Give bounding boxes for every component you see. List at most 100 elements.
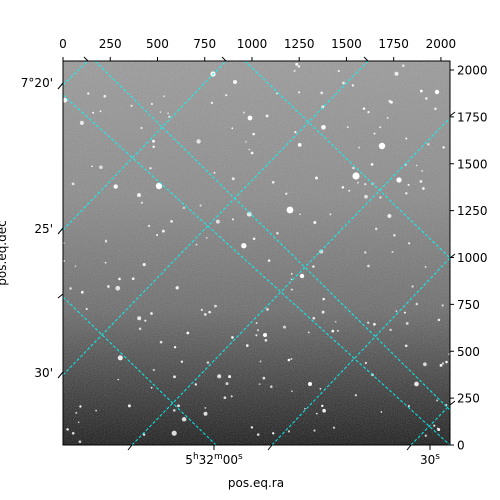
star: [441, 304, 444, 307]
star: [71, 431, 75, 435]
star: [290, 278, 293, 281]
star: [312, 316, 316, 320]
grid-line: [410, 404, 450, 445]
top-tick-label: 250: [99, 37, 122, 51]
star: [137, 316, 142, 321]
star: [246, 344, 249, 347]
grid-line: [63, 61, 227, 231]
star: [203, 313, 207, 316]
star: [250, 151, 254, 155]
grid-edge-tick: [449, 253, 456, 259]
dec-tick-mark: [57, 227, 64, 235]
star: [259, 360, 262, 363]
star: [332, 426, 336, 429]
star: [334, 320, 337, 323]
star: [424, 434, 427, 437]
star: [321, 310, 325, 314]
star: [140, 201, 144, 204]
star: [180, 360, 184, 364]
star: [285, 192, 288, 195]
star: [402, 64, 405, 67]
star: [177, 404, 180, 408]
star: [408, 242, 411, 245]
grid-edge-ticks: [83, 56, 456, 451]
star: [87, 92, 90, 95]
bright-star: [396, 177, 402, 183]
star: [437, 318, 441, 322]
star: [337, 69, 340, 73]
star: [79, 405, 82, 408]
star: [290, 273, 293, 275]
grid-edge-tick: [221, 56, 227, 62]
star: [315, 176, 318, 180]
star: [149, 167, 152, 170]
star: [105, 239, 107, 242]
star: [266, 308, 269, 311]
x-axis-label: pos.eq.ra: [228, 476, 284, 490]
star: [107, 285, 110, 288]
star: [130, 104, 133, 107]
right-tick-label: 1750: [457, 110, 488, 124]
star: [144, 319, 147, 322]
star: [152, 145, 155, 149]
top-tick-label: 1250: [284, 37, 315, 51]
star: [319, 387, 322, 390]
top-tick-label: 1000: [237, 37, 268, 51]
star: [331, 329, 335, 333]
star: [422, 187, 425, 190]
star: [150, 103, 153, 105]
star: [117, 355, 123, 361]
star: [137, 193, 141, 198]
star: [255, 334, 258, 337]
star: [358, 146, 360, 149]
ra-tick-label: 5h32m00s: [185, 452, 243, 467]
star: [312, 265, 315, 268]
star: [161, 229, 165, 233]
dec-axis: 7°20' 25' 30' pos.eq.dec: [0, 76, 64, 380]
star: [152, 139, 155, 143]
star: [208, 310, 211, 314]
top-tick-label: 500: [146, 37, 169, 51]
star: [79, 120, 84, 125]
dec-tick-label: 7°20': [21, 76, 53, 90]
grid-line: [63, 94, 450, 445]
star: [140, 126, 143, 130]
star: [354, 394, 358, 397]
star: [148, 224, 151, 227]
right-tick-label: 500: [457, 345, 480, 359]
star: [411, 285, 414, 288]
star: [341, 186, 345, 189]
grid-line: [63, 61, 89, 86]
star: [329, 213, 332, 216]
star: [241, 243, 247, 249]
star: [103, 94, 107, 98]
star: [173, 346, 177, 349]
star: [297, 65, 301, 68]
star: [150, 386, 153, 389]
star: [414, 381, 419, 387]
right-tick-label: 0: [457, 439, 465, 453]
grid-line: [63, 61, 369, 376]
bright-star: [299, 273, 305, 279]
star: [346, 126, 349, 128]
grid-line: [131, 117, 450, 445]
coordinate-grid: [63, 61, 450, 445]
star: [91, 165, 93, 168]
star: [213, 171, 216, 174]
star: [419, 89, 423, 93]
star: [196, 139, 201, 144]
star: [307, 331, 310, 334]
dec-tick-mark: [57, 82, 64, 90]
star: [205, 236, 208, 239]
top-tick-label: 0: [59, 37, 67, 51]
star: [419, 179, 423, 183]
right-tick-label: 1000: [457, 251, 488, 265]
star: [66, 428, 69, 431]
star: [322, 297, 326, 301]
star: [117, 378, 119, 381]
star: [321, 124, 326, 130]
star: [380, 411, 383, 413]
right-tick-label: 1500: [457, 157, 488, 171]
star: [364, 194, 368, 199]
star: [445, 360, 448, 364]
